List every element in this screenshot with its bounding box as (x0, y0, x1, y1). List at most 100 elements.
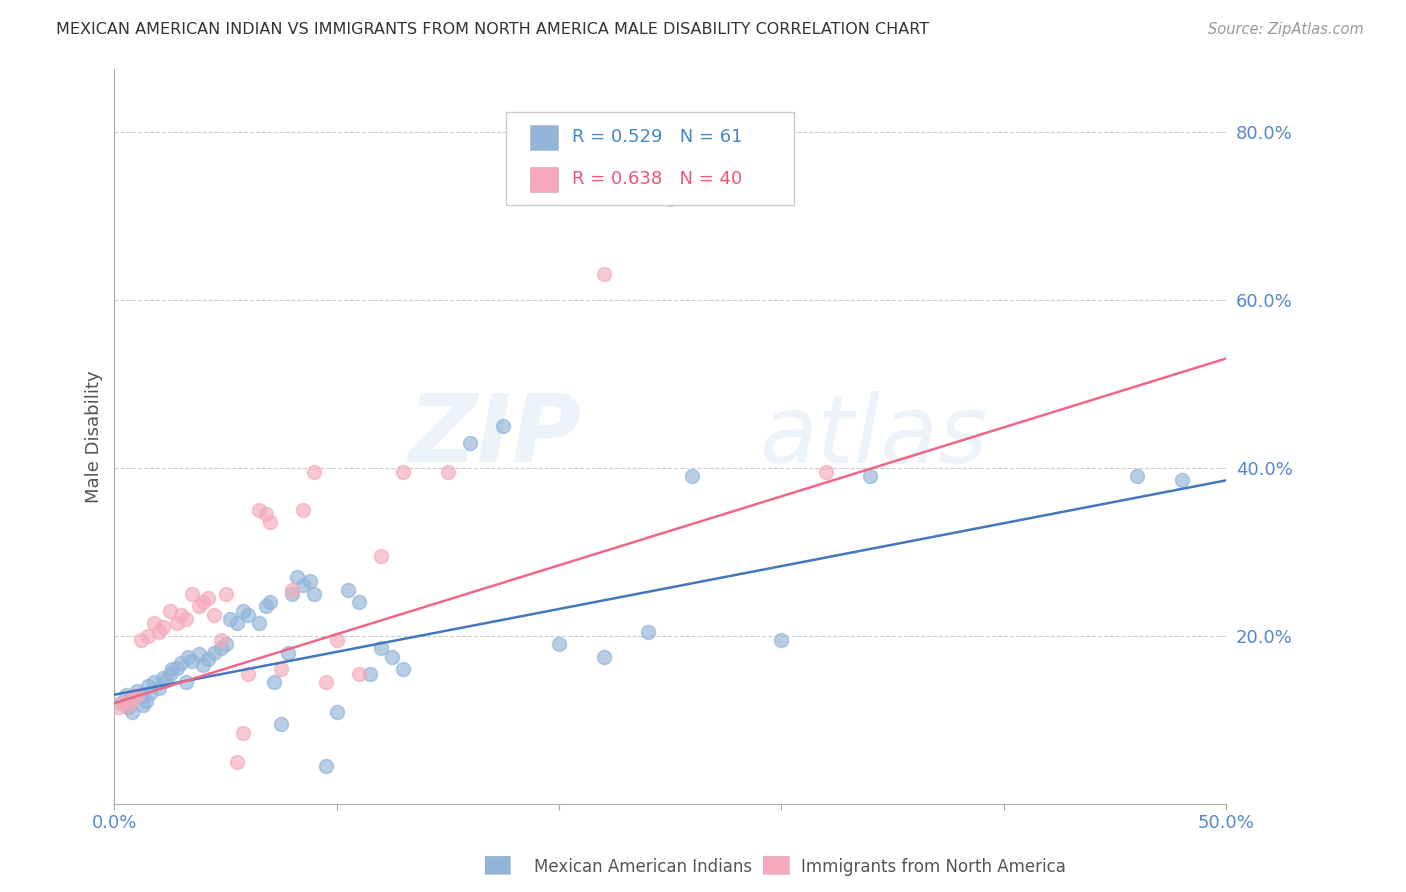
Point (270, 717, 292, 731)
Point (437, 465, 460, 479)
Point (214, 637, 236, 651)
Point (548, 637, 571, 651)
Point (236, 607, 259, 622)
Point (285, 570, 308, 584)
Point (181, 587, 204, 601)
Point (155, 673, 177, 687)
Point (325, 705, 347, 719)
Point (136, 679, 159, 693)
Point (458, 435, 481, 450)
Point (315, 759, 337, 773)
Point (193, 658, 215, 673)
Point (132, 698, 155, 712)
Text: Immigrants from North America: Immigrants from North America (801, 858, 1066, 876)
Point (304, 587, 326, 601)
Text: ZIP: ZIP (408, 391, 581, 483)
Point (259, 595, 281, 609)
Point (187, 599, 209, 614)
Point (492, 418, 515, 433)
Text: R = 0.638   N = 40: R = 0.638 N = 40 (572, 170, 742, 188)
Point (143, 675, 166, 690)
Point (135, 694, 157, 708)
Point (1126, 469, 1149, 483)
Point (304, 465, 326, 479)
Point (121, 705, 143, 719)
Point (187, 648, 209, 662)
Point (139, 686, 162, 700)
Y-axis label: Male Disability: Male Disability (86, 370, 103, 502)
Point (197, 652, 219, 666)
Point (125, 688, 148, 702)
Point (121, 692, 143, 706)
Point (209, 641, 232, 656)
Point (247, 503, 270, 517)
Text: Mexican American Indians: Mexican American Indians (534, 858, 752, 876)
Point (347, 666, 370, 681)
Point (166, 616, 188, 631)
Point (219, 612, 242, 626)
Point (292, 503, 315, 517)
Point (270, 663, 292, 677)
Point (232, 725, 254, 739)
Point (112, 696, 135, 710)
Point (281, 582, 304, 597)
Point (152, 671, 174, 685)
Point (336, 582, 359, 597)
Point (181, 654, 204, 668)
Point (859, 469, 882, 483)
Point (370, 549, 392, 563)
Point (592, 649, 614, 664)
Text: Source: ZipAtlas.com: Source: ZipAtlas.com (1208, 22, 1364, 37)
Point (174, 675, 197, 690)
Point (177, 649, 200, 664)
Point (148, 681, 170, 695)
Point (136, 629, 159, 643)
Point (160, 663, 183, 677)
Point (263, 675, 285, 690)
Point (204, 646, 226, 660)
Point (170, 607, 193, 622)
Point (814, 465, 837, 479)
Point (392, 663, 415, 677)
Point (381, 649, 404, 664)
Point (129, 690, 152, 704)
Text: MEXICAN AMERICAN INDIAN VS IMMIGRANTS FROM NORTH AMERICA MALE DISABILITY CORRELA: MEXICAN AMERICAN INDIAN VS IMMIGRANTS FR… (56, 22, 929, 37)
Point (110, 696, 132, 710)
Point (1170, 474, 1192, 488)
Text: R = 0.529   N = 61: R = 0.529 N = 61 (572, 128, 742, 146)
Point (209, 633, 232, 648)
Point (204, 607, 226, 622)
Point (681, 469, 703, 483)
Point (259, 516, 281, 530)
Point (143, 616, 166, 631)
Point (129, 633, 152, 648)
Point (225, 755, 247, 769)
Point (292, 578, 315, 592)
Point (159, 666, 181, 681)
Point (114, 688, 136, 702)
Text: atlas: atlas (759, 391, 987, 482)
Point (281, 587, 304, 601)
Point (392, 465, 415, 479)
Point (247, 616, 270, 631)
Point (197, 591, 219, 605)
Point (299, 574, 322, 589)
Point (347, 595, 370, 609)
Point (592, 268, 614, 282)
Point (359, 666, 381, 681)
Point (370, 641, 392, 656)
Point (117, 700, 139, 714)
Point (117, 698, 139, 712)
Point (637, 624, 659, 639)
Point (325, 633, 347, 648)
Point (125, 683, 148, 698)
Point (118, 692, 141, 706)
Point (232, 604, 254, 618)
Point (236, 666, 259, 681)
Point (277, 646, 299, 660)
Point (166, 661, 188, 675)
Point (254, 599, 277, 614)
Point (315, 675, 337, 690)
Point (193, 595, 215, 609)
Point (108, 700, 131, 714)
